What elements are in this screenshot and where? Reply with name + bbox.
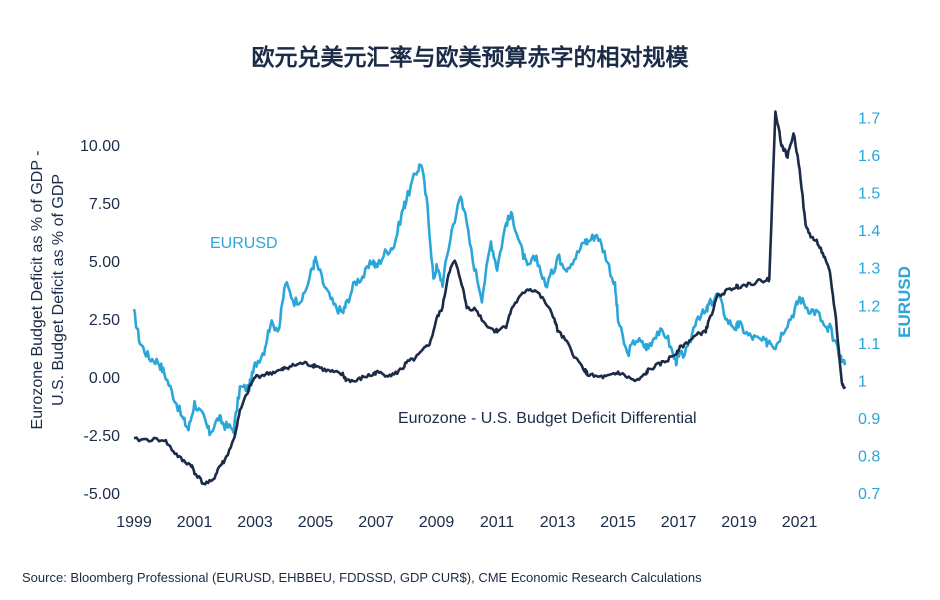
x-tick-label: 2011 [480,514,515,531]
y-left-tick-label: -2.50 [84,428,121,445]
x-tick-label: 2017 [661,514,697,531]
y-right-tick-label: 1.5 [858,186,880,203]
y-right-tick-label: 1.3 [858,261,880,278]
y-axis-right-ticks: 1.7 1.6 1.5 1.4 1.3 1.2 1.1 1 0.9 0.8 0.7 [858,111,880,503]
x-tick-label: 2005 [298,514,334,531]
y-right-tick-label: 1.7 [858,111,880,128]
x-tick-label: 2013 [540,514,576,531]
y-right-tick-label: 1 [858,373,867,390]
x-tick-label: 2019 [721,514,757,531]
y-axis-left-label-line-1: Eurozone Budget Deficit as % of GDP - [29,151,46,430]
y-axis-left-ticks: 10.00 7.50 5.00 2.50 0.00 -2.50 -5.00 [80,138,120,503]
y-left-tick-label: 7.50 [89,196,120,213]
y-right-tick-label: 0.8 [858,448,880,465]
x-tick-label: 2001 [177,514,213,531]
y-axis-right-label: EURUSD [895,266,914,338]
series-group [132,110,847,486]
series-line-deficit-differential [133,110,847,486]
x-tick-label: 2009 [419,514,455,531]
x-axis-ticks: 1999 2001 2003 2005 2007 2009 2011 2013 2015 2017… [116,514,817,531]
x-tick-label: 2021 [782,514,818,531]
source-note: Source: Bloomberg Professional (EURUSD, … [22,570,702,585]
y-right-tick-label: 0.9 [858,411,880,428]
series-label-eurusd: EURUSD [210,235,278,252]
x-tick-label: 2003 [237,514,273,531]
x-tick-label: 1999 [116,514,152,531]
y-left-tick-label: 5.00 [89,254,120,271]
y-left-tick-label: 0.00 [89,370,120,387]
x-tick-label: 2015 [600,514,636,531]
y-left-tick-label: 10.00 [80,138,120,155]
y-right-tick-label: 1.1 [858,336,880,353]
y-right-tick-label: 1.4 [858,223,880,240]
y-right-tick-label: 1.2 [858,298,880,315]
y-right-tick-label: 1.6 [858,148,880,165]
y-right-tick-label: 0.7 [858,486,880,503]
y-axis-left-label-line-2: U.S. Budget Deficit as % of GDP [50,174,67,406]
y-left-tick-label: -5.00 [84,486,121,503]
series-line-eurusd [132,163,847,437]
y-left-tick-label: 2.50 [89,312,120,329]
x-tick-label: 2007 [358,514,394,531]
series-label-deficit-differential: Eurozone - U.S. Budget Deficit Different… [398,410,697,427]
chart-title: 欧元兑美元汇率与欧美预算赤字的相对规模 [252,44,690,71]
y-axis-left-label: Eurozone Budget Deficit as % of GDP - U.… [29,151,67,430]
